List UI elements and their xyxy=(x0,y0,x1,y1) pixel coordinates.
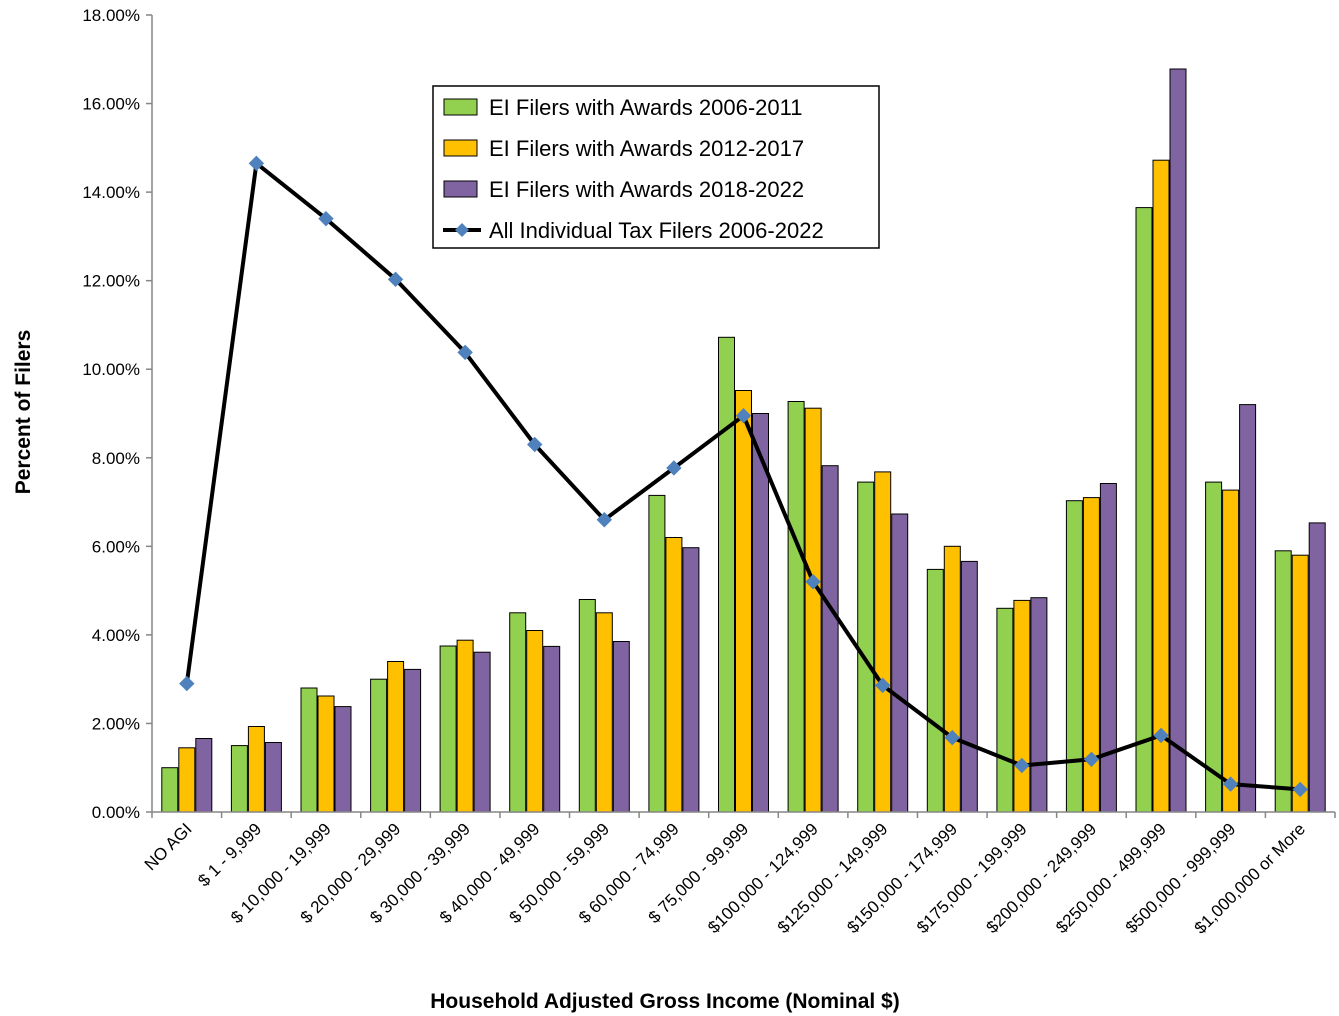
line-layer xyxy=(179,155,1308,798)
line-marker-cat-3 xyxy=(318,210,334,227)
line-marker-cat-8 xyxy=(666,460,682,476)
bar-series-3-cat-7 xyxy=(612,641,630,813)
bar-series-2-cat-16 xyxy=(1222,489,1240,813)
bar-series-2-cat-15 xyxy=(1152,159,1170,813)
legend-box xyxy=(432,85,880,249)
line-marker-cat-4 xyxy=(387,271,404,288)
line-marker-cat-17 xyxy=(1292,781,1308,798)
bar-series-3-cat-8 xyxy=(682,547,700,813)
legend-swatch-1 xyxy=(443,98,478,116)
bar-series-3-cat-2 xyxy=(264,742,282,813)
bar-series-3-cat-3 xyxy=(334,706,352,813)
bar-series-1-cat-11 xyxy=(857,481,875,813)
y-tick-label: 6.00% xyxy=(92,537,140,556)
bar-series-2-cat-6 xyxy=(526,630,544,813)
y-tick-label: 2.00% xyxy=(92,714,140,733)
bar-series-3-cat-15 xyxy=(1169,68,1187,813)
bar-series-1-cat-16 xyxy=(1205,481,1223,813)
legend-swatch-2 xyxy=(443,139,478,157)
legend-label-1: EI Filers with Awards 2006-2011 xyxy=(489,95,802,120)
line-marker-cat-12 xyxy=(944,729,960,746)
line-marker-cat-5 xyxy=(457,344,473,361)
line-marker-cat-11 xyxy=(874,677,891,694)
bar-series-2-cat-12 xyxy=(943,545,961,813)
line-marker-cat-13 xyxy=(1014,757,1030,774)
x-axis-title: Household Adjusted Gross Income (Nominal… xyxy=(430,990,899,1013)
bar-series-3-cat-17 xyxy=(1308,522,1326,813)
bar-series-1-cat-15 xyxy=(1135,207,1153,813)
y-tick-label: 16.00% xyxy=(82,95,140,114)
bar-series-1-cat-1 xyxy=(161,767,179,813)
y-tick-label: 10.00% xyxy=(82,360,140,379)
x-tick-label: $ 1 - 9,999 xyxy=(194,819,265,890)
bar-series-3-cat-1 xyxy=(195,738,213,813)
line-marker-cat-2 xyxy=(248,155,265,172)
bar-series-2-cat-7 xyxy=(595,612,613,813)
bar-series-3-cat-11 xyxy=(891,513,909,813)
bar-series-3-cat-13 xyxy=(1030,597,1048,813)
legend-label-line: All Individual Tax Filers 2006-2022 xyxy=(489,218,824,243)
line-marker-cat-10 xyxy=(805,574,821,590)
bar-series-1-cat-5 xyxy=(439,645,457,813)
bar-series-2-cat-9 xyxy=(735,390,752,813)
line-marker-cat-14 xyxy=(1083,751,1100,768)
bar-series-1-cat-3 xyxy=(300,687,318,813)
legend-line-marker xyxy=(455,223,469,237)
bar-series-1-cat-8 xyxy=(648,494,666,813)
y-tick-label: 8.00% xyxy=(92,449,140,468)
legend-label-3: EI Filers with Awards 2018-2022 xyxy=(489,177,804,202)
bar-series-1-cat-4 xyxy=(370,678,388,813)
bar-series-3-cat-16 xyxy=(1239,404,1257,813)
legend-swatch-3 xyxy=(443,180,478,198)
legend: EI Filers with Awards 2006-2011 EI Filers… xyxy=(432,85,880,249)
bar-series-1-cat-17 xyxy=(1274,550,1292,813)
bar-series-3-cat-14 xyxy=(1099,483,1117,813)
bar-series-1-cat-14 xyxy=(1065,500,1083,813)
line-marker-cat-6 xyxy=(527,436,543,453)
bar-series-2-cat-5 xyxy=(456,639,474,813)
bar-series-2-cat-1 xyxy=(178,747,196,813)
bar-series-3-cat-12 xyxy=(960,560,978,813)
bar-series-2-cat-8 xyxy=(665,537,683,813)
y-tick-label: 14.00% xyxy=(82,183,140,202)
bar-series-2-cat-3 xyxy=(317,695,335,813)
y-tick-label: 12.00% xyxy=(82,272,140,291)
y-tick-label: 18.00% xyxy=(82,6,140,25)
bar-series-1-cat-6 xyxy=(509,612,527,813)
y-axis-title: Percent of Filers xyxy=(12,330,35,495)
bar-series-2-cat-11 xyxy=(874,471,892,813)
line-marker-cat-15 xyxy=(1153,727,1169,744)
bar-series-1-cat-2 xyxy=(230,745,248,813)
bar-series-2-cat-4 xyxy=(387,661,405,813)
bar-series-1-cat-13 xyxy=(996,607,1014,813)
legend-label-2: EI Filers with Awards 2012-2017 xyxy=(489,136,804,161)
y-tick-label: 4.00% xyxy=(92,626,140,645)
bar-series-1-cat-12 xyxy=(926,568,944,813)
line-marker-cat-1 xyxy=(179,675,195,692)
bar-series-1-cat-10 xyxy=(787,401,805,813)
bar-series-2-cat-10 xyxy=(804,407,822,813)
bar-series-2-cat-13 xyxy=(1013,599,1031,813)
bar-series-3-cat-6 xyxy=(543,645,561,813)
line-marker-cat-9 xyxy=(735,408,752,424)
y-tick-label: 0.00% xyxy=(92,803,140,822)
line-marker-cat-7 xyxy=(596,512,613,528)
bar-series-3-cat-5 xyxy=(473,651,491,813)
bar-series-3-cat-10 xyxy=(821,465,839,813)
line-marker-cat-16 xyxy=(1222,776,1239,792)
bar-series-2-cat-17 xyxy=(1291,554,1309,813)
bar-series-1-cat-9 xyxy=(718,336,735,813)
bar-series-3-cat-4 xyxy=(404,668,422,813)
bar-series-1-cat-7 xyxy=(578,599,596,813)
x-tick-label: NO AGI xyxy=(141,819,196,874)
bar-series-2-cat-2 xyxy=(247,726,265,813)
